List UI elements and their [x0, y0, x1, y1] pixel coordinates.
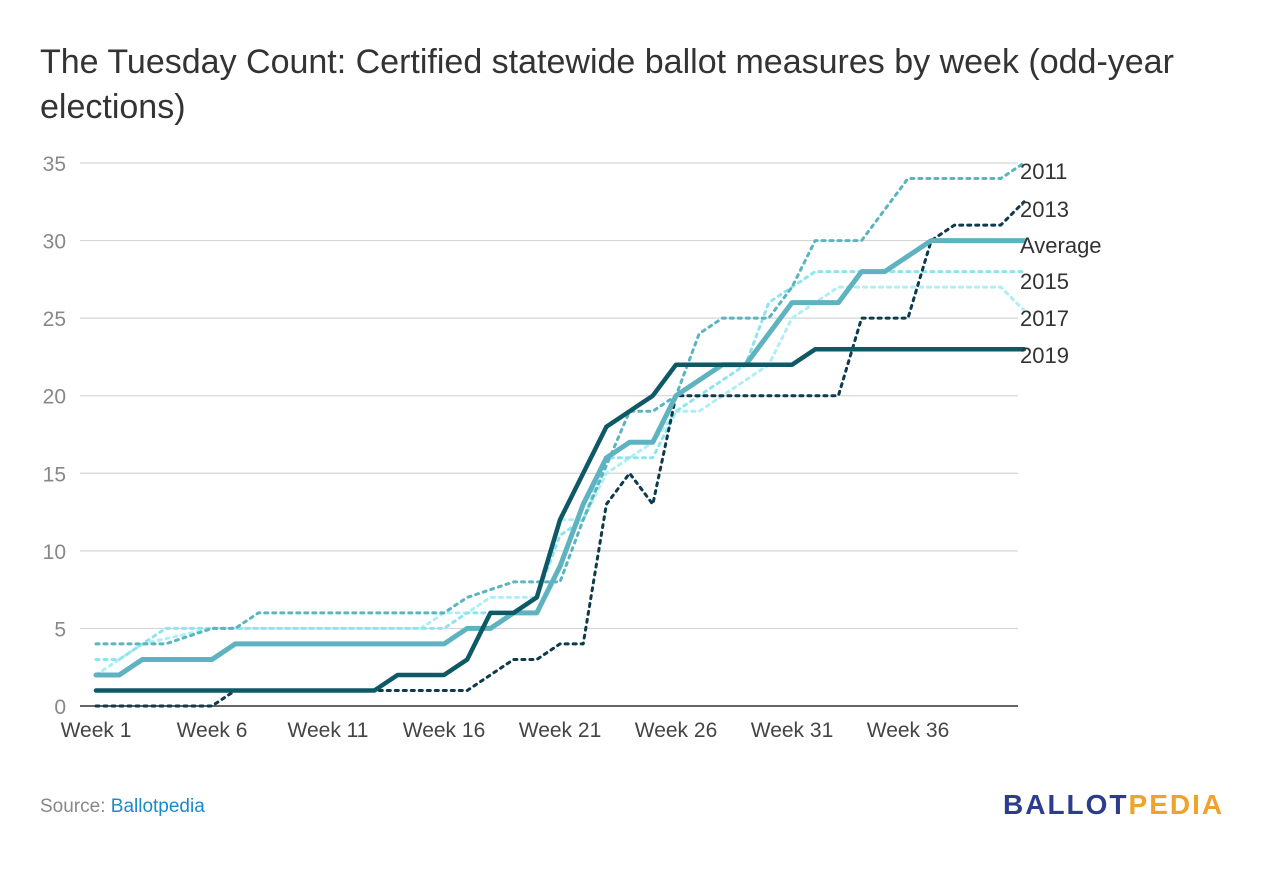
series-label-average: Average: [1020, 233, 1102, 258]
x-tick-label: Week 11: [288, 719, 369, 742]
y-tick-label: 10: [43, 541, 66, 564]
gridlines: [80, 162, 1018, 707]
source-note: Source: Ballotpedia: [40, 796, 205, 818]
series-line-2015: [94, 270, 1026, 661]
series-line-2017: [94, 285, 1026, 677]
series-label-2019: 2019: [1020, 343, 1069, 368]
series-line-average: [93, 238, 1027, 678]
source-link[interactable]: Ballotpedia: [110, 796, 205, 817]
y-tick-label: 0: [54, 696, 66, 719]
series-line-2011: [94, 161, 1026, 646]
x-tick-label: Week 1: [61, 719, 132, 742]
series-labels: 2011 2013 Average 2015 2017 2019: [1020, 159, 1102, 368]
series-line-2013: [94, 200, 1026, 708]
x-tick-label: Week 26: [635, 719, 718, 742]
x-tick-label: Week 16: [403, 719, 486, 742]
series-label-2011: 2011: [1020, 159, 1067, 184]
x-axis-ticks: Week 1 Week 6 Week 11 Week 16 Week 21 Week 26…: [61, 719, 950, 742]
y-tick-label: 15: [43, 463, 66, 486]
y-tick-label: 20: [43, 386, 66, 409]
source-label: Source:: [40, 796, 106, 817]
series-line-2019: [93, 346, 1027, 693]
ballotpedia-logo[interactable]: BALLOTPEDIA: [1003, 789, 1224, 821]
y-axis-ticks: 0 5 10 15 20 25 30 35: [43, 153, 66, 719]
y-tick-label: 25: [43, 308, 66, 331]
series-label-2017: 2017: [1020, 306, 1069, 331]
y-tick-label: 30: [43, 231, 66, 254]
y-tick-label: 35: [43, 153, 66, 176]
logo-part-ballot: BALLOT: [1003, 789, 1129, 820]
series-label-2015: 2015: [1020, 269, 1069, 294]
x-tick-label: Week 31: [751, 719, 834, 742]
series-lines: [93, 161, 1027, 708]
series-label-2013: 2013: [1020, 197, 1069, 222]
logo-part-pedia: PEDIA: [1128, 789, 1225, 820]
chart-title: The Tuesday Count: Certified statewide b…: [40, 43, 1174, 126]
x-tick-label: Week 36: [867, 719, 950, 742]
y-tick-label: 5: [54, 618, 66, 641]
x-tick-label: Week 6: [177, 719, 248, 742]
leader-line-2019: [819, 348, 1015, 352]
x-tick-label: Week 21: [519, 719, 602, 742]
